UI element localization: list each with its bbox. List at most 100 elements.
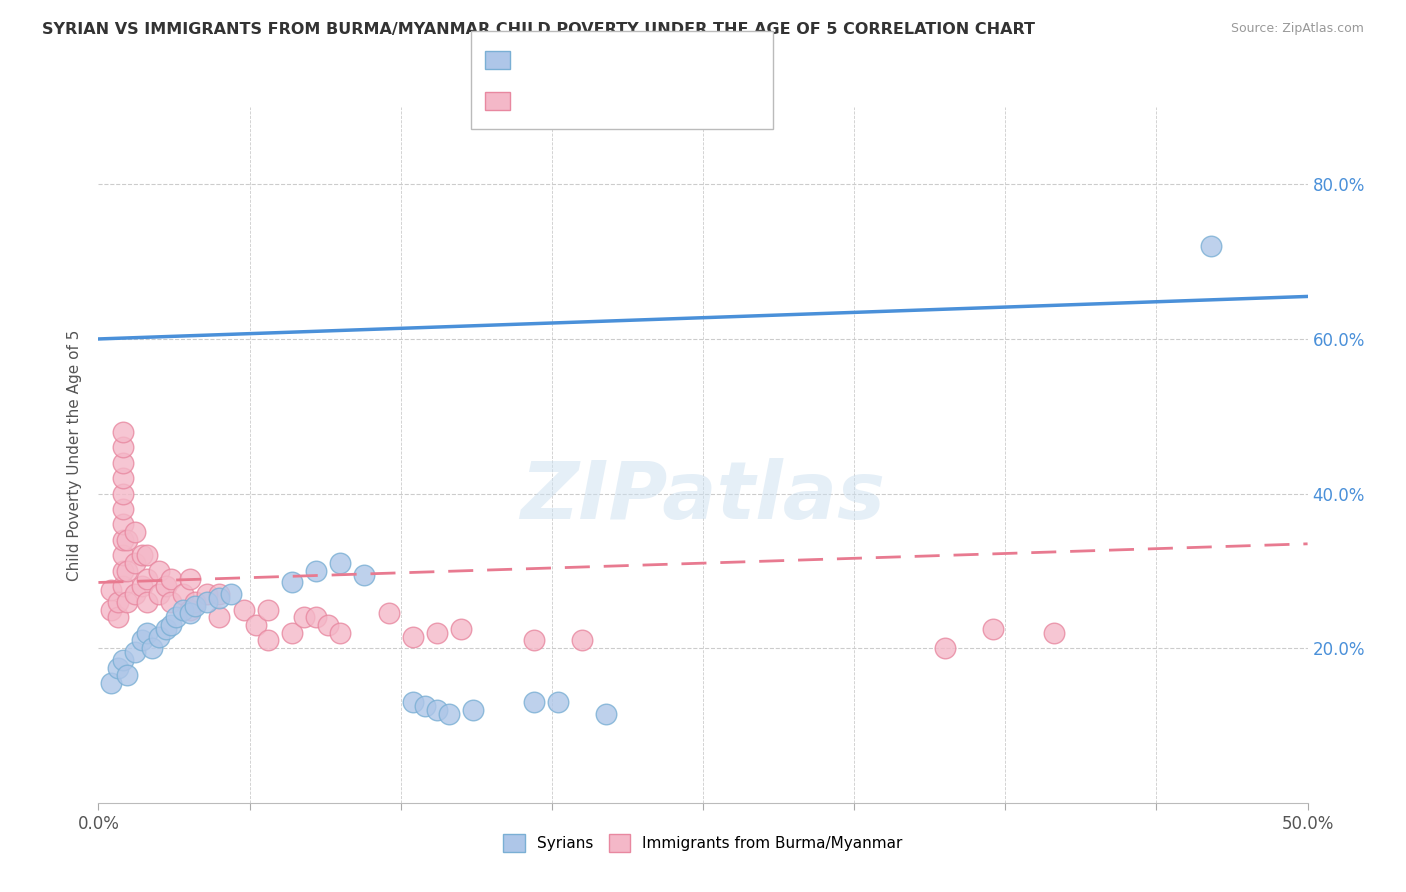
Point	[124, 525, 146, 540]
Point	[111, 456, 134, 470]
Text: 0.718: 0.718	[560, 53, 607, 67]
Point	[281, 625, 304, 640]
Point	[437, 706, 460, 721]
Point	[221, 587, 243, 601]
Point	[111, 517, 134, 532]
Text: N =: N =	[621, 94, 654, 108]
Point	[179, 602, 201, 616]
Legend: Syrians, Immigrants from Burma/Myanmar: Syrians, Immigrants from Burma/Myanmar	[498, 828, 908, 858]
Point	[595, 706, 617, 721]
Text: ZIPatlas: ZIPatlas	[520, 458, 886, 536]
Point	[172, 587, 194, 601]
Point	[463, 703, 485, 717]
Point	[124, 645, 146, 659]
Point	[111, 579, 134, 593]
Point	[402, 630, 425, 644]
Point	[329, 625, 352, 640]
Point	[1042, 625, 1064, 640]
Point	[111, 502, 134, 516]
Point	[426, 625, 449, 640]
Point	[316, 618, 339, 632]
Text: 31: 31	[661, 53, 682, 67]
Point	[208, 610, 231, 624]
Point	[934, 641, 956, 656]
Text: R =: R =	[517, 94, 548, 108]
Point	[135, 595, 157, 609]
Point	[111, 564, 134, 578]
Point	[100, 602, 122, 616]
Point	[208, 591, 231, 605]
Point	[148, 587, 170, 601]
Y-axis label: Child Poverty Under the Age of 5: Child Poverty Under the Age of 5	[67, 329, 83, 581]
Point	[402, 695, 425, 709]
Point	[111, 425, 134, 439]
Text: SYRIAN VS IMMIGRANTS FROM BURMA/MYANMAR CHILD POVERTY UNDER THE AGE OF 5 CORRELA: SYRIAN VS IMMIGRANTS FROM BURMA/MYANMAR …	[42, 22, 1035, 37]
Point	[155, 579, 177, 593]
Point	[208, 587, 231, 601]
Point	[111, 440, 134, 454]
Point	[135, 625, 157, 640]
Point	[1199, 239, 1222, 253]
Point	[100, 583, 122, 598]
Point	[184, 595, 207, 609]
Point	[100, 676, 122, 690]
Point	[523, 633, 546, 648]
Point	[305, 564, 328, 578]
Point	[131, 633, 153, 648]
Point	[571, 633, 593, 648]
Point	[107, 610, 129, 624]
Point	[256, 602, 278, 616]
Point	[131, 549, 153, 563]
Point	[450, 622, 472, 636]
Point	[195, 595, 218, 609]
Point	[135, 572, 157, 586]
Point	[292, 610, 315, 624]
Point	[111, 471, 134, 485]
Point	[155, 622, 177, 636]
Point	[135, 549, 157, 563]
Point	[131, 579, 153, 593]
Point	[124, 587, 146, 601]
Point	[148, 630, 170, 644]
Point	[547, 695, 569, 709]
Point	[117, 668, 139, 682]
Point	[179, 607, 201, 621]
Point	[141, 641, 163, 656]
Text: Source: ZipAtlas.com: Source: ZipAtlas.com	[1230, 22, 1364, 36]
Point	[117, 564, 139, 578]
Point	[124, 556, 146, 570]
Point	[107, 595, 129, 609]
Point	[195, 587, 218, 601]
Point	[329, 556, 352, 570]
Point	[256, 633, 278, 648]
Point	[111, 486, 134, 500]
Text: N =: N =	[621, 53, 654, 67]
Point	[281, 575, 304, 590]
Point	[426, 703, 449, 717]
Point	[111, 533, 134, 547]
Point	[160, 572, 183, 586]
Text: R =: R =	[517, 53, 548, 67]
Point	[179, 572, 201, 586]
Point	[353, 567, 375, 582]
Point	[111, 549, 134, 563]
Point	[413, 699, 436, 714]
Point	[981, 622, 1004, 636]
Point	[184, 599, 207, 613]
Point	[160, 618, 183, 632]
Point	[111, 653, 134, 667]
Point	[245, 618, 267, 632]
Point	[165, 610, 187, 624]
Point	[305, 610, 328, 624]
Point	[172, 602, 194, 616]
Point	[232, 602, 254, 616]
Text: 58: 58	[661, 94, 682, 108]
Point	[523, 695, 546, 709]
Point	[107, 660, 129, 674]
Point	[117, 533, 139, 547]
Point	[148, 564, 170, 578]
Point	[160, 595, 183, 609]
Point	[117, 595, 139, 609]
Point	[377, 607, 399, 621]
Text: 0.050: 0.050	[560, 94, 607, 108]
